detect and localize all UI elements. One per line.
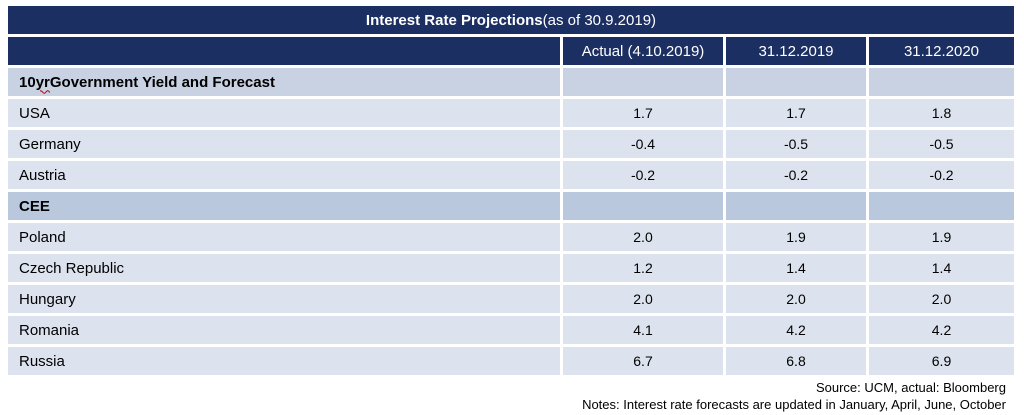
cell-value: 1.4 <box>869 254 1014 282</box>
cell-value: 1.7 <box>563 99 723 127</box>
cell-value: 2.0 <box>563 223 723 251</box>
column-header-31-12-2020: 31.12.2020 <box>869 37 1014 65</box>
row-label: Germany <box>8 130 560 158</box>
cell-value: 6.8 <box>726 347 866 375</box>
row-label: Russia <box>8 347 560 375</box>
cell-value: 4.1 <box>563 316 723 344</box>
section-label: CEE <box>8 192 560 220</box>
cell-value: 4.2 <box>869 316 1014 344</box>
table-row-usa: USA 1.7 1.7 1.8 <box>8 99 1014 127</box>
row-label: USA <box>8 99 560 127</box>
table-row-romania: Romania 4.1 4.2 4.2 <box>8 316 1014 344</box>
cell-value: 2.0 <box>563 285 723 313</box>
column-header-31-12-2019: 31.12.2019 <box>726 37 866 65</box>
table-row-poland: Poland 2.0 1.9 1.9 <box>8 223 1014 251</box>
section-row-cee: CEE <box>8 192 1014 220</box>
table-title: Interest Rate Projections <box>365 11 543 29</box>
cell-value <box>726 68 866 96</box>
update-note: Notes: Interest rate forecasts are updat… <box>582 397 1006 412</box>
table-footnotes: Source: UCM, actual: Bloomberg Notes: In… <box>8 379 1014 413</box>
cell-value: -0.2 <box>726 161 866 189</box>
cell-value: 1.4 <box>726 254 866 282</box>
cell-value: -0.5 <box>869 130 1014 158</box>
column-header-row: Actual (4.10.2019) 31.12.2019 31.12.2020 <box>8 37 1014 65</box>
table-row-czech-republic: Czech Republic 1.2 1.4 1.4 <box>8 254 1014 282</box>
cell-value: 1.9 <box>726 223 866 251</box>
cell-value <box>869 68 1014 96</box>
cell-value <box>563 192 723 220</box>
cell-value: -0.4 <box>563 130 723 158</box>
cell-value: 2.0 <box>726 285 866 313</box>
column-header-blank <box>8 37 560 65</box>
cell-value <box>869 192 1014 220</box>
cell-value: -0.2 <box>869 161 1014 189</box>
cell-value <box>563 68 723 96</box>
row-label: Austria <box>8 161 560 189</box>
cell-value: 6.9 <box>869 347 1014 375</box>
table-title-date: (as of 30.9.2019) <box>542 11 657 29</box>
table-title-bar: Interest Rate Projections (as of 30.9.20… <box>8 6 1014 34</box>
source-note: Source: UCM, actual: Bloomberg <box>815 380 1006 395</box>
row-label: Poland <box>8 223 560 251</box>
row-label: Romania <box>8 316 560 344</box>
cell-value: -0.2 <box>563 161 723 189</box>
table-row-austria: Austria -0.2 -0.2 -0.2 <box>8 161 1014 189</box>
cell-value: 4.2 <box>726 316 866 344</box>
cell-value: 1.7 <box>726 99 866 127</box>
cell-value: -0.5 <box>726 130 866 158</box>
spellcheck-squiggle: yr <box>35 73 50 91</box>
cell-value <box>726 192 866 220</box>
column-header-actual: Actual (4.10.2019) <box>563 37 723 65</box>
cell-value: 1.2 <box>563 254 723 282</box>
cell-value: 6.7 <box>563 347 723 375</box>
cell-value: 1.8 <box>869 99 1014 127</box>
row-label: Hungary <box>8 285 560 313</box>
interest-rate-projections-table: Interest Rate Projections (as of 30.9.20… <box>8 6 1014 413</box>
row-label: Czech Republic <box>8 254 560 282</box>
cell-value: 1.9 <box>869 223 1014 251</box>
section-row-10yr-government-yield: 10 yr Government Yield and Forecast <box>8 68 1014 96</box>
table-row-hungary: Hungary 2.0 2.0 2.0 <box>8 285 1014 313</box>
section-label: 10 yr Government Yield and Forecast <box>8 68 560 96</box>
table-row-germany: Germany -0.4 -0.5 -0.5 <box>8 130 1014 158</box>
cell-value: 2.0 <box>869 285 1014 313</box>
table-row-russia: Russia 6.7 6.8 6.9 <box>8 347 1014 375</box>
